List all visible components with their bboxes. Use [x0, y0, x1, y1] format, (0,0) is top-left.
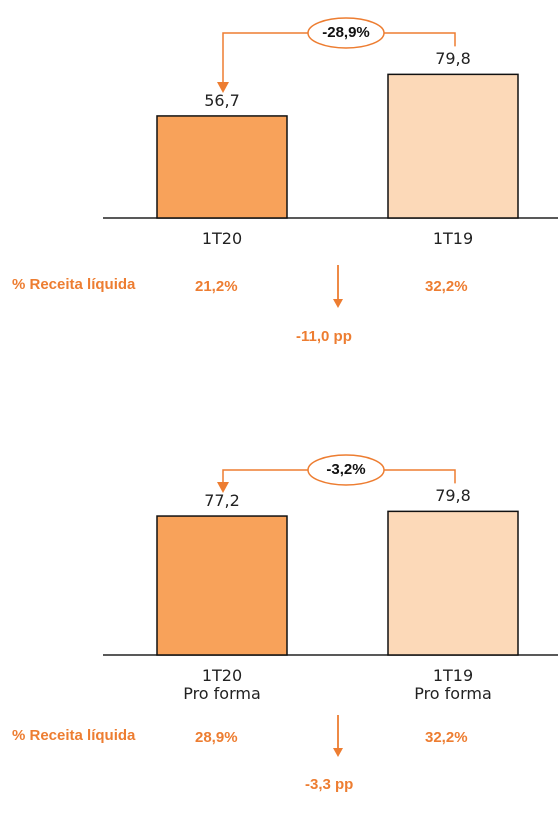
change-label: -28,9%: [306, 22, 386, 44]
value-label-1t19: 79,8: [413, 50, 493, 68]
category-name: 1T20: [122, 667, 322, 685]
margin-change-label: -3,3 pp: [305, 776, 353, 793]
margin-row-label: % Receita líquida: [12, 276, 135, 293]
category-sublabel: Pro forma: [122, 685, 322, 703]
category-name: 1T20: [122, 230, 322, 248]
category-name: 1T19: [353, 230, 553, 248]
margin-change-label: -11,0 pp: [296, 328, 352, 345]
change-label: -3,2%: [306, 459, 386, 481]
category-label-1t20-pro-forma: 1T20 Pro forma: [122, 667, 322, 703]
bar-1t19-pro-forma: [388, 511, 518, 655]
bar-1t19: [388, 74, 518, 218]
margin-arrowhead: [333, 748, 343, 757]
margin-arrowhead: [333, 299, 343, 308]
value-label-1t19-pro-forma: 79,8: [413, 487, 493, 505]
chart-panel-2: 77,2 79,8 -3,2% 1T20 Pro forma 1T19 Pro …: [0, 437, 558, 837]
margin-value-1t20: 28,9%: [195, 729, 238, 746]
margin-value-1t19: 32,2%: [425, 278, 468, 295]
category-label-1t19-pro-forma: 1T19 Pro forma: [353, 667, 553, 703]
category-name: 1T19: [353, 667, 553, 685]
category-sublabel: Pro forma: [353, 685, 553, 703]
margin-value-1t20: 21,2%: [195, 278, 238, 295]
value-label-1t20-pro-forma: 77,2: [182, 492, 262, 510]
bar-1t20-pro-forma: [157, 516, 287, 655]
chart-panel-1: 56,7 79,8 -28,9% 1T20 1T19 % Receita líq…: [0, 0, 558, 400]
value-label-1t20: 56,7: [182, 92, 262, 110]
category-label-1t20: 1T20: [122, 230, 322, 248]
bar-1t20: [157, 116, 287, 218]
margin-value-1t19: 32,2%: [425, 729, 468, 746]
category-label-1t19: 1T19: [353, 230, 553, 248]
margin-row-label: % Receita líquida: [12, 727, 135, 744]
